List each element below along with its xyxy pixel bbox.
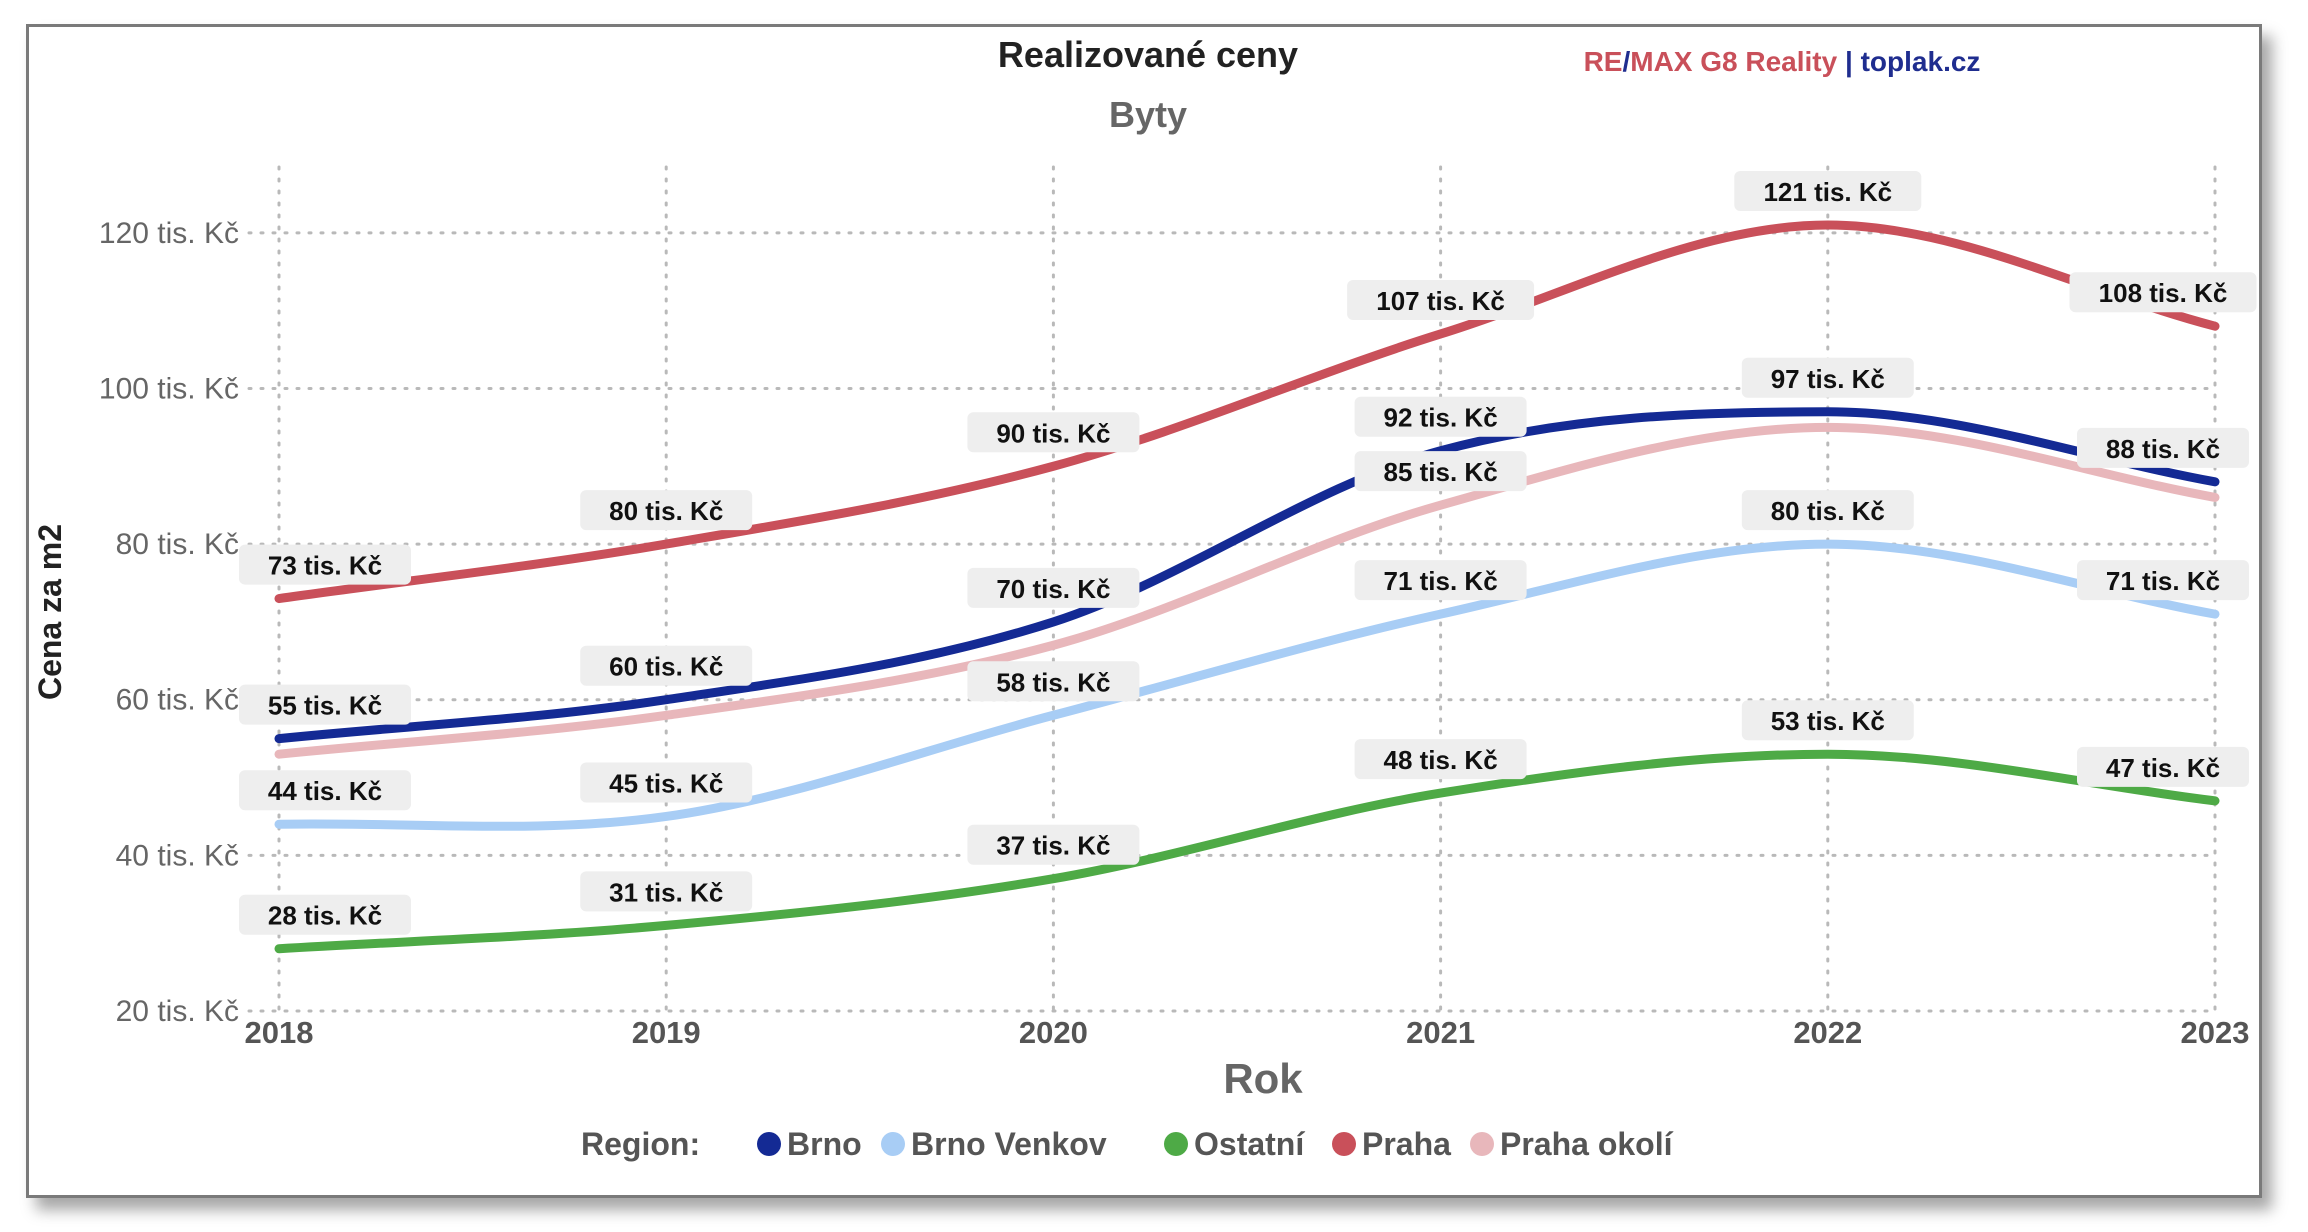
- data-label-bg: [967, 824, 1140, 865]
- data-label: 28 tis. Kč: [268, 901, 382, 931]
- series-line-ostatní: [274, 749, 2220, 954]
- legend-item[interactable]: Brno: [787, 1126, 862, 1162]
- data-label-bg: [580, 490, 753, 531]
- data-label: 45 tis. Kč: [609, 768, 723, 798]
- data-label: 73 tis. Kč: [268, 551, 382, 581]
- y-axis-ticks: 20 tis. Kč 40 tis. Kč 60 tis. Kč 80 tis. Kč…: [99, 217, 239, 1028]
- y-tick-label: 80 tis. Kč: [116, 528, 239, 561]
- data-label-bg: [1354, 739, 1527, 780]
- brand-remax: RE: [1584, 46, 1623, 77]
- data-label: 121 tis. Kč: [1763, 177, 1892, 207]
- brand-g8: MAX G8 Reality: [1630, 46, 1837, 77]
- legend-marker: [757, 1132, 781, 1156]
- legend-item[interactable]: Ostatní: [1194, 1126, 1305, 1162]
- data-label: 71 tis. Kč: [1384, 566, 1498, 596]
- y-tick-label: 120 tis. Kč: [99, 217, 239, 250]
- data-label-bg: [580, 871, 753, 912]
- data-label-bg: [239, 544, 411, 585]
- series-line-brno-venkov: [274, 539, 2220, 831]
- legend: Region: Brno Brno Venkov Ostatní Praha Praha…: [581, 1126, 1674, 1162]
- y-axis-label: Cena za m2: [32, 524, 68, 700]
- data-label: 90 tis. Kč: [996, 418, 1110, 448]
- y-tick-label: 20 tis. Kč: [116, 995, 239, 1028]
- x-tick-label: 2022: [1793, 1015, 1862, 1050]
- data-label-bg: [2069, 272, 2257, 313]
- data-label-bg: [967, 567, 1140, 608]
- legend-item[interactable]: Brno Venkov: [911, 1126, 1107, 1162]
- legend-marker: [1470, 1132, 1494, 1156]
- brand-logo: RE/MAX G8 Reality | toplak.cz: [1584, 46, 1981, 77]
- data-label-bg: [967, 661, 1140, 702]
- y-tick-label: 40 tis. Kč: [116, 839, 239, 872]
- data-label: 48 tis. Kč: [1384, 745, 1498, 775]
- chart-title: Realizované ceny: [998, 34, 1298, 75]
- data-label-bg: [239, 894, 411, 935]
- data-label-bg: [239, 684, 411, 725]
- data-label-bg: [1741, 357, 1914, 398]
- data-label-bg: [1354, 396, 1527, 437]
- data-label: 53 tis. Kč: [1771, 706, 1885, 736]
- data-label: 85 tis. Kč: [1384, 457, 1498, 487]
- data-label-bg: [580, 762, 753, 803]
- data-label-bg: [1734, 171, 1922, 212]
- x-tick-label: 2019: [632, 1015, 701, 1050]
- data-label: 88 tis. Kč: [2106, 434, 2220, 464]
- series-line-praha-okolí: [274, 422, 2220, 759]
- x-axis-label: Rok: [1223, 1055, 1303, 1102]
- x-tick-label: 2018: [245, 1015, 314, 1050]
- legend-item[interactable]: Praha: [1362, 1126, 1451, 1162]
- data-labels: 55 tis. Kč 60 tis. Kč 70 tis. Kč 92 tis. Kč…: [239, 171, 2257, 935]
- data-label-bg: [1741, 700, 1914, 741]
- brand-toplak: toplak.cz: [1861, 46, 1981, 77]
- legend-marker: [1164, 1132, 1188, 1156]
- data-label-bg: [967, 412, 1140, 453]
- data-label-bg: [1354, 451, 1527, 492]
- data-label: 92 tis. Kč: [1384, 403, 1498, 433]
- y-tick-label: 100 tis. Kč: [99, 372, 239, 405]
- data-label: 80 tis. Kč: [609, 496, 723, 526]
- grid: [247, 165, 2217, 1013]
- x-axis-ticks: 2018 2019 2020 2021 2022 2023: [245, 1015, 2250, 1050]
- x-tick-label: 2021: [1406, 1015, 1475, 1050]
- data-label: 44 tis. Kč: [268, 776, 382, 806]
- data-label-bg: [239, 770, 411, 811]
- x-tick-label: 2023: [2181, 1015, 2250, 1050]
- chart-subtitle: Byty: [1109, 94, 1187, 135]
- line-chart: Realizované ceny Byty RE/MAX G8 Reality …: [32, 34, 2257, 1162]
- data-label-bg: [1347, 279, 1535, 320]
- brand-slash: /: [1622, 46, 1630, 77]
- brand-separator: |: [1837, 46, 1860, 77]
- data-label: 60 tis. Kč: [609, 652, 723, 682]
- series-line-brno: [274, 407, 2220, 744]
- series-line-praha: [274, 220, 2220, 604]
- data-label-bg: [2077, 746, 2249, 787]
- legend-marker: [881, 1132, 905, 1156]
- data-label: 71 tis. Kč: [2106, 566, 2220, 596]
- data-label: 55 tis. Kč: [268, 691, 382, 721]
- series-lines: [274, 220, 2220, 954]
- chart-frame: Realizované ceny Byty RE/MAX G8 Reality …: [26, 24, 2262, 1198]
- data-label: 37 tis. Kč: [996, 831, 1110, 861]
- data-label-bg: [1354, 560, 1527, 601]
- data-label: 31 tis. Kč: [609, 877, 723, 907]
- data-label-bg: [2077, 427, 2249, 468]
- x-tick-label: 2020: [1019, 1015, 1088, 1050]
- data-label: 70 tis. Kč: [996, 574, 1110, 604]
- legend-title: Region:: [581, 1126, 700, 1162]
- data-label: 97 tis. Kč: [1771, 364, 1885, 394]
- data-label: 107 tis. Kč: [1376, 286, 1505, 316]
- legend-item[interactable]: Praha okolí: [1500, 1126, 1674, 1162]
- data-label-bg: [580, 645, 753, 686]
- data-label: 47 tis. Kč: [2106, 753, 2220, 783]
- y-tick-label: 60 tis. Kč: [116, 684, 239, 717]
- data-label-bg: [2077, 560, 2249, 601]
- data-label: 80 tis. Kč: [1771, 496, 1885, 526]
- legend-marker: [1332, 1132, 1356, 1156]
- data-label-bg: [1741, 490, 1914, 531]
- data-label: 58 tis. Kč: [996, 667, 1110, 697]
- data-label: 108 tis. Kč: [2099, 278, 2228, 308]
